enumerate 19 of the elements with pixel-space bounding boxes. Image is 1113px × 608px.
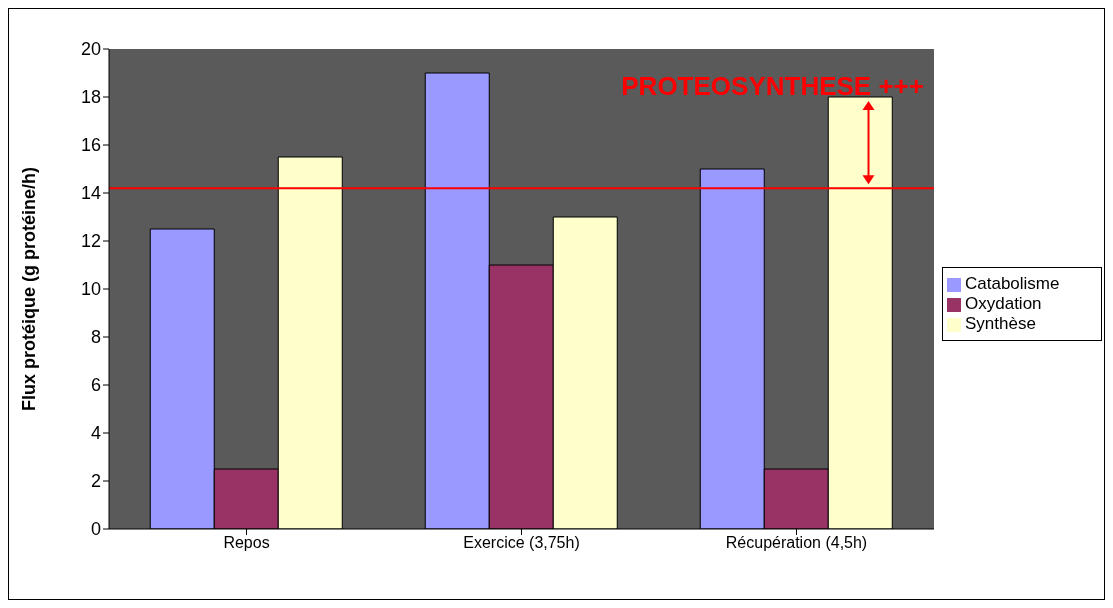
y-tick-label: 2 <box>90 471 101 492</box>
x-tick-label: Récupération (4,5h) <box>725 534 868 552</box>
y-axis-title: Flux protéique (g protéine/h) <box>19 167 40 411</box>
x-tick-label: Repos <box>223 534 270 552</box>
y-tick-label: 4 <box>90 423 101 444</box>
y-tick-label: 6 <box>90 375 101 396</box>
y-tick-label: 16 <box>80 135 101 156</box>
y-tick-label: 0 <box>90 519 101 540</box>
annotation: PROTEOSYNTHESE +++ <box>621 71 924 102</box>
legend-label: Synthèse <box>965 314 1036 333</box>
x-tick-label: Exercice (3,75h) <box>463 534 580 552</box>
y-tick-label: 18 <box>80 87 101 108</box>
y-tick-label: 8 <box>90 327 101 348</box>
legend-label: Oxydation <box>965 294 1042 313</box>
y-tick-label: 12 <box>80 231 101 252</box>
y-tick-label: 20 <box>80 39 101 60</box>
legend-label: Catabolisme <box>965 274 1060 293</box>
y-tick-label: 14 <box>80 183 101 204</box>
y-tick-label: 10 <box>80 279 101 300</box>
